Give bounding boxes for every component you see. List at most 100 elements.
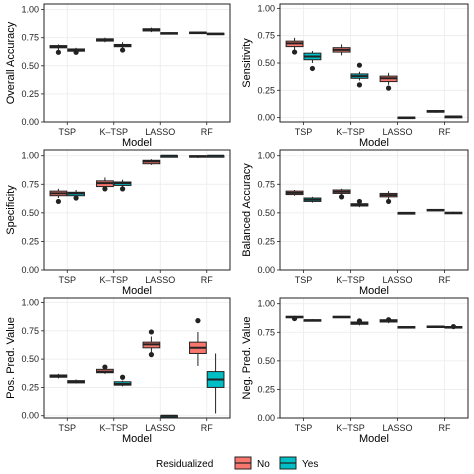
box-yes-4 (206, 154, 225, 158)
box-yes-2 (350, 62, 369, 88)
box-yes-4 (444, 115, 463, 119)
y-tick-label: 0.75 (21, 179, 39, 189)
outlier-point (119, 374, 126, 380)
legend-label-no: No (257, 459, 270, 470)
x-tick-label: RF (201, 423, 213, 433)
y-tick-label: 0.50 (257, 208, 275, 218)
y-tick-label: 0.75 (257, 179, 275, 189)
box-no-1 (285, 190, 304, 196)
box-no-3 (379, 317, 398, 324)
y-tick-label: 1.00 (21, 298, 39, 308)
panel-6: 0.00 0.25 0.50 0.75 1.00 TSP K–TSP LASSO RF Model… (241, 297, 469, 445)
y-axis-title: Neg. Pred. Value (241, 317, 253, 400)
outlier-point (291, 49, 298, 55)
y-tick-label: 0.00 (257, 113, 275, 123)
panel-3: 0.00 0.25 0.50 0.75 1.00 TSP K–TSP LASSO RF Model… (5, 149, 231, 297)
x-tick-label: TSP (295, 423, 313, 433)
y-tick-label: 1.00 (21, 151, 39, 161)
legend-title: Residualized (156, 459, 213, 470)
box-no-3 (379, 191, 398, 205)
x-tick-label: LASSO (145, 127, 175, 137)
y-axis-title: Sensitivity (241, 38, 253, 88)
x-tick-label: LASSO (382, 127, 412, 137)
box-no-4 (189, 318, 207, 366)
x-axis-title: Model (359, 137, 389, 149)
box-no-1 (49, 188, 68, 205)
y-tick-label: 0.25 (21, 382, 39, 392)
legend-item-no: No (234, 456, 270, 470)
x-tick-label: K–TSP (336, 423, 365, 433)
y-tick-label: 0.50 (21, 208, 39, 218)
box-no-4 (426, 325, 445, 328)
x-tick-label: RF (201, 275, 213, 285)
panel-border (279, 149, 469, 271)
box-yes-3 (160, 414, 178, 418)
outlier-point (119, 186, 126, 192)
box-no-2 (96, 364, 114, 374)
panel-border (43, 3, 231, 123)
x-tick-label: K–TSP (99, 275, 128, 285)
outlier-point (356, 82, 363, 88)
box-yes-4 (444, 323, 463, 330)
box-yes-1 (303, 196, 322, 203)
box-no-2 (96, 177, 114, 192)
box-no-3 (142, 329, 161, 358)
box-yes-1 (303, 50, 322, 72)
outlier-point (356, 198, 363, 205)
outlier-point (102, 364, 108, 370)
outlier-point (55, 49, 62, 55)
x-tick-label: RF (201, 127, 213, 137)
y-tick-label: 0.25 (257, 384, 275, 394)
outlier-point (309, 65, 316, 72)
box-no-4 (189, 31, 207, 35)
outlier-point (356, 318, 363, 324)
y-tick-label: 0.25 (257, 236, 275, 246)
y-tick-label: 0.50 (21, 61, 39, 71)
x-axis-title: Model (359, 285, 389, 297)
box-yes-2 (350, 318, 369, 326)
outlier-point (148, 329, 155, 335)
box-yes-3 (160, 32, 178, 35)
legend: Residualized No Yes (156, 456, 318, 470)
box-yes-1 (303, 319, 322, 322)
y-tick-label: 1.00 (257, 299, 275, 309)
box-yes-4 (444, 211, 463, 215)
outlier-point (102, 186, 108, 192)
panel-border (43, 297, 231, 419)
x-tick-label: K–TSP (336, 127, 365, 137)
box-yes-1 (67, 47, 85, 55)
outlier-point (119, 47, 126, 53)
y-tick-label: 0.25 (257, 85, 275, 95)
x-tick-label: TSP (58, 127, 76, 137)
box-yes-1 (67, 379, 85, 384)
x-axis-title: Model (122, 137, 152, 149)
box-yes-3 (397, 211, 416, 215)
box-yes-4 (206, 353, 225, 414)
box-no-3 (379, 72, 398, 91)
y-tick-label: 0.00 (257, 413, 275, 423)
outlier-point (55, 198, 62, 205)
y-axis-title: Overall Accuracy (5, 21, 17, 104)
box-no-2 (332, 315, 351, 319)
x-tick-label: LASSO (145, 275, 175, 285)
outlier-point (195, 318, 201, 324)
box-yes-2 (113, 42, 132, 53)
box-no-2 (332, 44, 351, 56)
box-no-3 (142, 159, 161, 165)
x-tick-label: K–TSP (99, 423, 128, 433)
x-tick-label: TSP (58, 423, 76, 433)
y-axis-title: Pos. Pred. Value (5, 317, 17, 399)
box-no-2 (332, 188, 351, 200)
y-axis-title: Specificity (5, 185, 17, 235)
y-tick-label: 0.75 (21, 326, 39, 336)
panel-5: 0.00 0.25 0.50 0.75 1.00 TSP K–TSP LASSO RF Model… (5, 297, 231, 445)
y-tick-label: 0.00 (21, 265, 39, 275)
x-axis-title: Model (359, 433, 389, 445)
outlier-point (338, 194, 345, 200)
panel-2: 0.00 0.25 0.50 0.75 1.00 TSP K–TSP LASSO RF Model… (241, 3, 469, 149)
box-yes-1 (67, 190, 85, 201)
box-no-1 (285, 37, 304, 55)
outlier-point (385, 198, 392, 205)
x-tick-label: K–TSP (99, 127, 128, 137)
panel-4: 0.00 0.25 0.50 0.75 1.00 TSP K–TSP LASSO RF Model… (241, 149, 469, 297)
